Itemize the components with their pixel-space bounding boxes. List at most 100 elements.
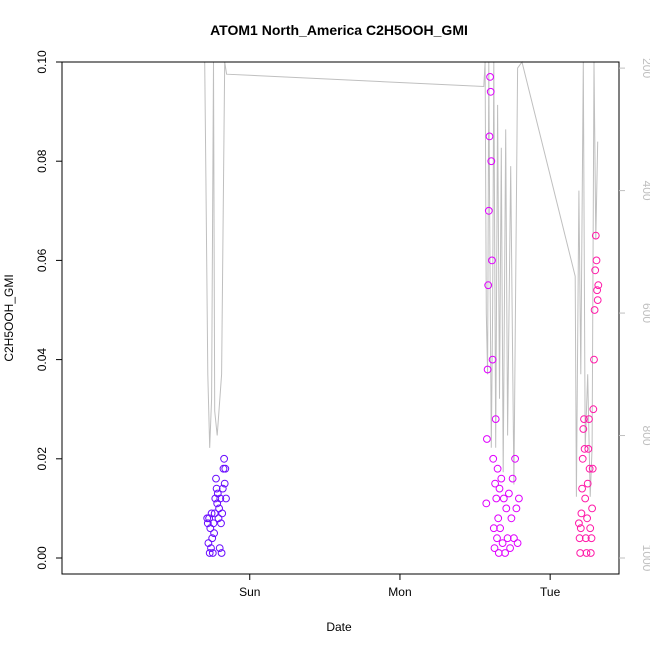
data-point <box>211 494 220 503</box>
data-point <box>485 132 494 141</box>
data-point <box>588 504 596 513</box>
chart-title: ATOM1 North_America C2H5OOH_GMI <box>210 22 468 38</box>
data-point <box>591 266 600 275</box>
data-point <box>586 549 595 557</box>
data-point <box>212 484 221 493</box>
right-y-tick-label: 800 <box>640 426 650 446</box>
data-point <box>592 256 601 265</box>
data-point <box>589 405 598 414</box>
data-point <box>208 534 217 543</box>
data-point <box>580 415 588 424</box>
data-point <box>515 494 523 503</box>
data-point <box>216 494 225 503</box>
data-point <box>221 464 230 473</box>
data-point <box>578 484 586 493</box>
data-point <box>490 544 499 552</box>
data-point <box>483 435 491 443</box>
data-point <box>488 256 496 265</box>
x-tick-label: Mon <box>388 585 411 599</box>
data-point <box>492 494 501 503</box>
y-tick-label: 0.06 <box>35 248 49 272</box>
data-point <box>591 231 600 240</box>
data-point <box>580 445 589 453</box>
data-point <box>583 479 592 488</box>
data-point <box>213 489 222 498</box>
data-point <box>588 464 597 473</box>
data-point <box>488 355 497 364</box>
data-point <box>585 415 593 424</box>
right-y-tick-label: 600 <box>640 303 650 323</box>
y-axis: 0.00 0.02 0.04 0.06 0.08 0.10 <box>35 50 62 570</box>
data-point <box>501 549 510 557</box>
data-point <box>512 504 521 513</box>
data-point <box>577 509 586 518</box>
data-point <box>207 544 215 552</box>
data-point <box>217 519 225 528</box>
data-point <box>491 479 500 488</box>
data-point <box>207 509 216 518</box>
data-point <box>482 499 491 508</box>
data-point <box>593 286 601 295</box>
data-point <box>484 206 493 215</box>
y-tick-label: 0.00 <box>35 546 49 570</box>
data-point <box>494 514 503 523</box>
plot-border <box>61 61 620 575</box>
plot-area <box>203 60 603 557</box>
right-y-axis: 200 400 600 800 1000 <box>619 58 650 572</box>
x-axis-label: Date <box>326 620 352 634</box>
data-point <box>215 544 224 552</box>
data-point <box>217 549 226 557</box>
data-point <box>205 514 214 523</box>
data-point <box>220 479 229 488</box>
right-y-tick-label: 400 <box>640 181 650 201</box>
data-point <box>511 454 519 463</box>
data-point <box>575 519 583 528</box>
data-point <box>510 534 518 543</box>
data-point <box>507 514 516 523</box>
data-point <box>576 524 585 533</box>
data-point <box>582 549 591 557</box>
data-point <box>590 355 598 364</box>
y-tick-label: 0.08 <box>35 149 49 173</box>
data-point <box>210 509 219 518</box>
data-point <box>513 539 522 547</box>
data-point <box>581 494 590 503</box>
right-y-tick-label: 1000 <box>640 545 650 572</box>
data-point <box>493 464 502 473</box>
data-point <box>214 514 223 523</box>
data-point <box>578 454 587 463</box>
data-point <box>584 445 593 453</box>
data-point <box>586 524 595 533</box>
data-point <box>499 494 508 503</box>
data-point <box>579 425 588 433</box>
data-point <box>491 415 500 424</box>
data-point <box>585 464 594 473</box>
data-point <box>484 281 493 290</box>
data-point <box>205 549 214 557</box>
data-point <box>587 534 596 543</box>
data-point <box>218 484 227 493</box>
data-point <box>508 474 517 483</box>
data-point <box>505 489 513 498</box>
y-tick-label: 0.10 <box>35 50 49 74</box>
data-point <box>576 549 585 557</box>
y-tick-label: 0.04 <box>35 348 49 372</box>
right-y-tick-label: 200 <box>640 58 650 78</box>
data-point <box>220 454 229 463</box>
y-tick-label: 0.02 <box>35 447 49 471</box>
data-point <box>575 534 584 543</box>
data-point <box>486 87 495 96</box>
data-point <box>212 474 220 483</box>
x-axis: Sun Mon Tue <box>239 573 561 599</box>
x-tick-label: Sun <box>239 585 260 599</box>
data-point <box>498 539 507 547</box>
data-point <box>581 534 590 543</box>
data-point <box>496 524 505 533</box>
data-point <box>489 454 498 463</box>
data-point <box>495 484 504 493</box>
data-point <box>583 514 591 523</box>
data-point <box>593 296 602 305</box>
data-point <box>506 544 515 552</box>
data-point <box>222 494 230 503</box>
